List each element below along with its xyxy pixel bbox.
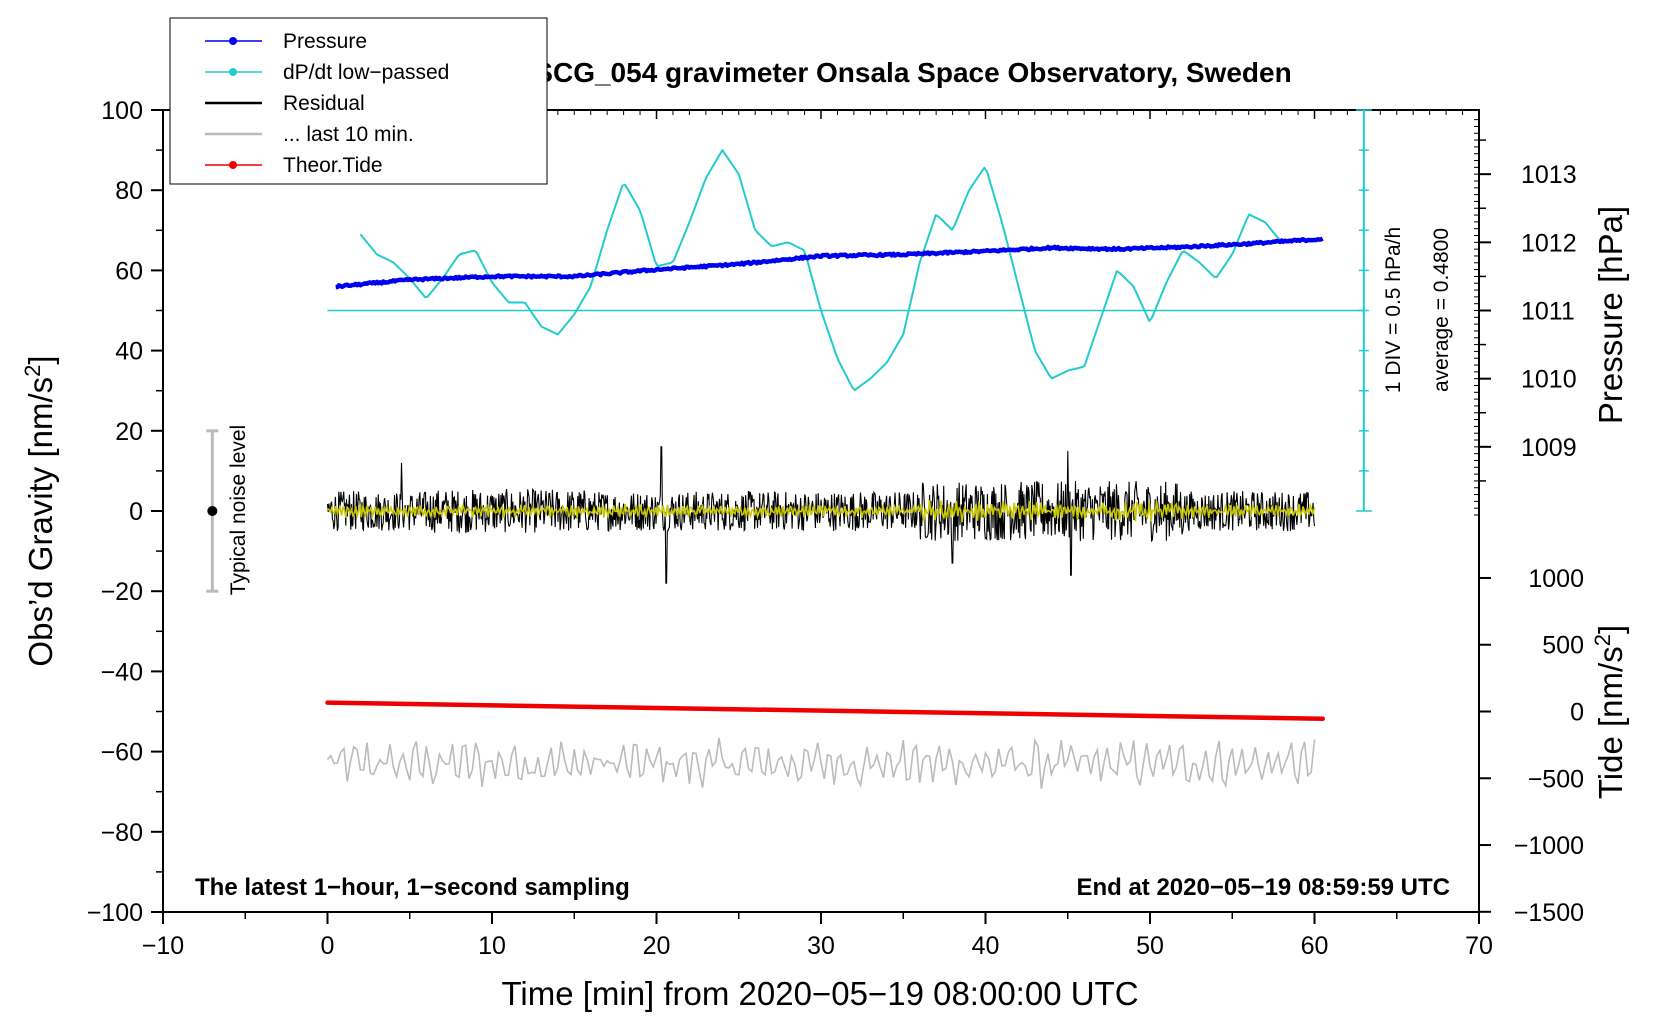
dpdt-line (359, 149, 1283, 392)
y-axis-gravity-title-sup: 2 (20, 365, 45, 377)
y-axis-tide: −1500 −1000 −500 0 500 1000 (1479, 565, 1584, 927)
tide-tick-label: −500 (1528, 765, 1584, 793)
pressure-tick-label: 1013 (1521, 161, 1577, 189)
pressure-tick-label: 1009 (1521, 434, 1577, 462)
noise-level-label: Typical noise level (227, 425, 250, 595)
chart-title: SCG_054 gravimeter Onsala Space Observat… (534, 57, 1291, 88)
y-tick-label: 80 (115, 177, 143, 205)
tide-tick-label: 1000 (1528, 565, 1584, 593)
legend-label: dP/dt low−passed (283, 61, 449, 84)
y-tick-label: 40 (115, 338, 143, 366)
div-scale-label: 1 DIV = 0.5 hPa/h (1382, 227, 1405, 393)
legend-label: ... last 10 min. (283, 123, 414, 146)
x-tick-label: 30 (807, 932, 835, 960)
legend-swatch-dot (229, 68, 237, 76)
legend-label: Residual (283, 92, 365, 115)
y-tick-label: 20 (115, 418, 143, 446)
x-tick-label: 0 (321, 932, 335, 960)
legend: Pressure dP/dt low−passed Residual ... last… (169, 17, 548, 185)
average-label: average = 0.4800 (1430, 228, 1453, 392)
x-tick-label: −10 (142, 932, 184, 960)
last-10-min-line (326, 737, 1316, 790)
pressure-tick-label: 1010 (1521, 366, 1577, 394)
y-axis-gravity: −100 −80 −60 −40 −20 0 20 40 60 80 100 (87, 97, 163, 927)
y-axis-gravity-title-text: Obs’d Gravity [nm/s (22, 377, 59, 667)
y-axis-tide-title: Tide [nm/s2] (1590, 625, 1629, 799)
legend-items: Pressure dP/dt low−passed Residual ... last… (205, 30, 449, 177)
x-tick-label: 50 (1136, 932, 1164, 960)
residual-lowpassed-line (327, 500, 1316, 523)
pressure-line (335, 236, 1324, 290)
residual-line (326, 446, 1316, 584)
y-axis-tide-title-text: Tide [nm/s (1592, 646, 1629, 799)
y-tick-label: 60 (115, 257, 143, 285)
y-axis-pressure-title: Pressure [hPa] (1592, 206, 1629, 424)
legend-label: Pressure (283, 30, 367, 53)
end-time-note: End at 2020−05−19 08:59:59 UTC (1076, 874, 1450, 901)
legend-box (169, 17, 548, 185)
tide-tick-label: −1000 (1514, 832, 1584, 860)
legend-swatch-dot (229, 37, 237, 45)
y-axis-tide-title-end: ] (1592, 625, 1629, 634)
y-tick-label: 0 (129, 498, 143, 526)
y-axis-gravity-title-end: ] (22, 355, 59, 364)
y-tick-label: −40 (101, 658, 143, 686)
x-axis: −10 0 10 20 30 40 50 60 70 (142, 110, 1493, 960)
x-tick-label: 60 (1301, 932, 1329, 960)
y-axis-gravity-title: Obs’d Gravity [nm/s2] (20, 355, 59, 666)
tide-tick-label: −1500 (1514, 899, 1584, 927)
x-tick-label: 70 (1465, 932, 1493, 960)
series-layer (206, 109, 1372, 790)
tide-tick-label: 0 (1570, 699, 1584, 727)
x-tick-label: 10 (478, 932, 506, 960)
y-axis-pressure: 1009 1010 1011 1012 1013 (1474, 119, 1577, 516)
sampling-note: The latest 1−hour, 1−second sampling (195, 874, 630, 901)
y-axis-tide-title-sup: 2 (1590, 634, 1615, 646)
y-tick-label: −20 (101, 578, 143, 606)
noise-bar-center (207, 506, 218, 516)
y-tick-label: −100 (87, 899, 143, 927)
y-tick-label: −60 (101, 739, 143, 767)
pressure-tick-label: 1012 (1521, 229, 1577, 257)
legend-label: Theor.Tide (283, 154, 383, 177)
y-tick-label: −80 (101, 819, 143, 847)
pressure-tick-label: 1011 (1521, 298, 1575, 326)
x-axis-title: Time [min] from 2020−05−19 08:00:00 UTC (501, 975, 1138, 1012)
y-tick-label: 100 (101, 97, 143, 125)
theoretical-tide-line (325, 700, 1325, 721)
tide-tick-label: 500 (1542, 632, 1584, 660)
legend-swatch-dot (229, 161, 237, 169)
x-tick-label: 40 (972, 932, 1000, 960)
x-tick-label: 20 (643, 932, 671, 960)
